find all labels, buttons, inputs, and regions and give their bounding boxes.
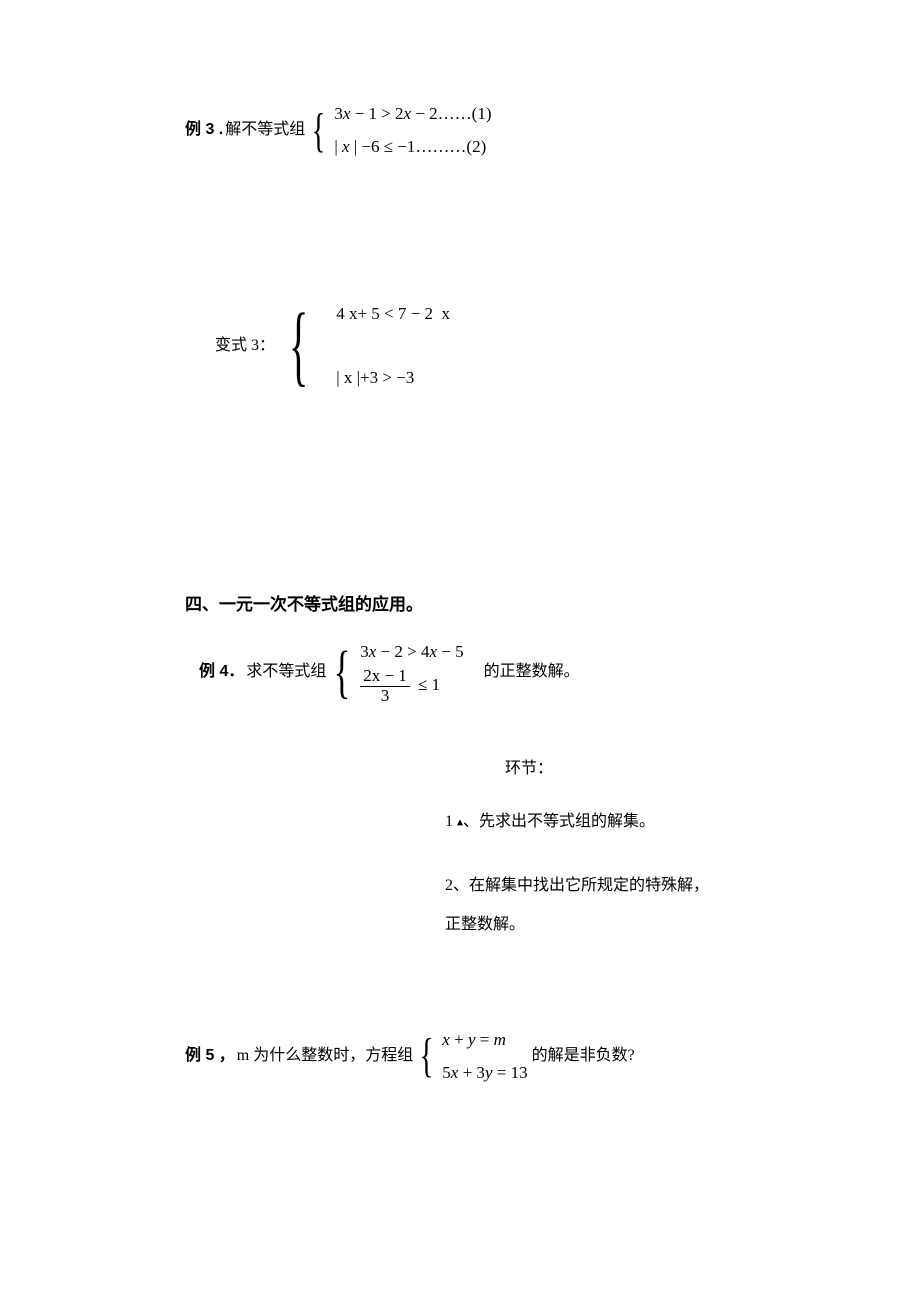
steps-heading: 环节：: [505, 756, 840, 782]
ex5-eq1: x + y = m: [442, 1026, 527, 1053]
section-4-title: 四、一元一次不等式组的应用。: [185, 591, 840, 618]
example-3: 例 3 . 解不等式组 { 3x − 1 > 2x − 2……(1) | x |…: [185, 100, 840, 160]
step-3: 正整数解。: [445, 912, 840, 938]
variant-3-label: 变式 3：: [215, 333, 275, 359]
steps-block: 环节： 1 ▴、先求出不等式组的解集。 2、在解集中找出它所规定的特殊解， 正整…: [445, 756, 840, 938]
ex4-eq2: 2x − 1 3 ≤ 1: [360, 667, 463, 705]
example-3-system: { 3x − 1 > 2x − 2……(1) | x | −6 ≤ −1………(…: [307, 100, 491, 160]
example-4-prefix: 求不等式组: [246, 659, 326, 685]
step-2: 2、在解集中找出它所规定的特殊解，: [445, 873, 840, 899]
example-3-prefix: 解不等式组: [225, 117, 305, 143]
example-4-label: 例 4．: [199, 659, 244, 685]
ex4-eq1: 3x − 2 > 4x − 5: [360, 638, 463, 665]
brace-icon: {: [334, 646, 351, 698]
ex5-eq2: 5x + 3y = 13: [442, 1059, 527, 1086]
brace-icon: {: [312, 109, 326, 152]
example-5-prefix: m 为什么整数时，方程组: [237, 1043, 413, 1069]
brace-icon: {: [289, 310, 308, 382]
example-4-suffix: 的正整数解。: [484, 659, 580, 685]
var3-eq1: 4 x+ 5 < 7 − 2 x: [336, 300, 450, 327]
ex3-eq1: 3x − 1 > 2x − 2……(1): [334, 100, 491, 127]
variant-3: 变式 3： { 4 x+ 5 < 7 − 2 x | x |+3 > −3: [215, 300, 840, 390]
step-1: 1 ▴、先求出不等式组的解集。: [445, 809, 840, 835]
example-5: 例 5 ， m 为什么整数时，方程组 { x + y = m 5x + 3y =…: [185, 1026, 840, 1086]
ex3-eq2: | x | −6 ≤ −1………(2): [334, 133, 491, 160]
example-4-system: { 3x − 2 > 4x − 5 2x − 1 3 ≤ 1: [328, 638, 463, 706]
example-5-system: { x + y = m 5x + 3y = 13: [415, 1026, 527, 1086]
brace-icon: {: [420, 1034, 434, 1077]
page-content: 例 3 . 解不等式组 { 3x − 1 > 2x − 2……(1) | x |…: [0, 0, 920, 1186]
variant-3-system: { 4 x+ 5 < 7 − 2 x | x |+3 > −3: [277, 300, 450, 390]
example-4: 例 4． 求不等式组 { 3x − 2 > 4x − 5 2x − 1 3 ≤ …: [199, 638, 840, 706]
example-5-suffix: 的解是非负数?: [532, 1043, 635, 1069]
example-5-label: 例 5 ，: [185, 1043, 235, 1069]
example-3-label: 例 3 .: [185, 117, 223, 143]
var3-eq2: | x |+3 > −3: [336, 364, 450, 391]
